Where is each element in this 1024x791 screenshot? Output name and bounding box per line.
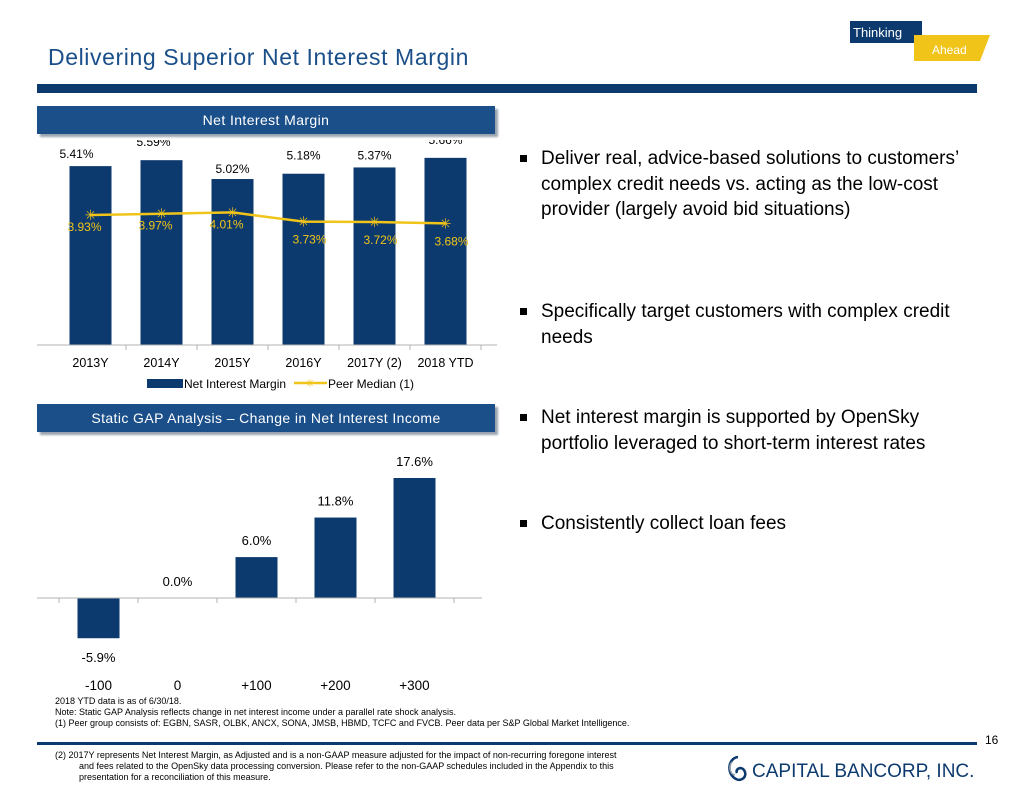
peer-median-marker: ✳: [85, 207, 97, 223]
footnote-2: (2) 2017Y represents Net Interest Margin…: [55, 750, 617, 783]
peer-median-marker: ✳: [298, 214, 310, 230]
bullet-square-icon: [520, 308, 527, 315]
capital-swirl-icon: [728, 755, 747, 782]
gap-bar-label: 11.8%: [318, 494, 354, 509]
gap-bar-label: -5.9%: [82, 650, 116, 665]
logo-word-thinking: Thinking: [853, 25, 902, 40]
nim-category-label: 2017Y (2): [347, 356, 402, 370]
gap-panel-header: Static GAP Analysis – Change in Net Inte…: [37, 404, 495, 432]
nim-bar: [424, 157, 467, 345]
peer-median-label: 3.93%: [67, 220, 101, 234]
nim-bar: [282, 173, 325, 345]
legend-swatch-nim: [147, 379, 183, 388]
logo-word-ahead: Ahead: [932, 43, 967, 57]
footer-rule: [37, 742, 977, 745]
nim-bar-label: 5.41%: [59, 147, 93, 161]
bullet-square-icon: [520, 520, 527, 527]
nim-category-label: 2014Y: [143, 356, 180, 370]
nim-category-label: 2016Y: [285, 356, 322, 370]
peer-median-marker: ✳: [227, 204, 239, 220]
footnote-1: (1) Peer group consists of: EGBN, SASR, …: [55, 718, 630, 729]
header-rule: [37, 84, 977, 93]
footnote-note: Note: Static GAP Analysis reflects chang…: [55, 707, 457, 718]
footnotes: 2018 YTD data is as of 6/30/18. Note: St…: [55, 696, 745, 730]
legend-label-peer: Peer Median (1): [328, 377, 414, 391]
gap-bar: [77, 598, 120, 639]
nim-category-label: 2015Y: [214, 356, 251, 370]
nim-panel-header: Net Interest Margin: [37, 106, 495, 134]
gap-bar: [393, 478, 436, 598]
peer-median-label: 3.73%: [292, 233, 326, 247]
thinking-ahead-logo: Thinking Ahead: [850, 21, 990, 61]
nim-category-label: 2018 YTD: [417, 356, 473, 370]
nim-bar-label: 5.02%: [215, 162, 249, 176]
nim-bar: [353, 167, 396, 345]
gap-bar: [314, 517, 357, 598]
peer-median-marker: ✳: [369, 214, 381, 230]
bullet-4: Consistently collect loan fees: [520, 511, 970, 537]
gap-category-label: -100: [85, 678, 112, 693]
legend-label-nim: Net Interest Margin: [184, 377, 286, 391]
bullet-3: Net interest margin is supported by Open…: [520, 405, 970, 456]
nim-bar-label: 5.66%: [428, 140, 462, 147]
peer-median-label: 4.01%: [209, 217, 243, 231]
peer-median-line: [90, 211, 446, 225]
nim-legend: Net Interest Margin ✳ Peer Median (1): [147, 377, 414, 391]
bullet-square-icon: [520, 155, 527, 162]
nim-bar: [211, 179, 254, 345]
bullet-square-icon: [520, 414, 527, 421]
gap-category-label: 0: [174, 678, 182, 693]
nim-chart: 5.41% 5.59% 5.02% 5.18% 5.37% 5.66% ✳ ✳ ✳ ✳ ✳ ✳ 3.…: [37, 140, 497, 391]
bullet-2: Specifically target customers with compl…: [520, 299, 970, 350]
page-number: 16: [985, 733, 999, 747]
nim-bar-label: 5.59%: [136, 140, 170, 149]
gap-bar-label: 0.0%: [163, 574, 193, 589]
peer-median-marker: ✳: [156, 206, 168, 222]
company-name: CAPITAL BANCORP, INC.: [752, 761, 974, 782]
gap-category-label: +300: [399, 678, 429, 693]
gap-bar-label: 6.0%: [242, 533, 272, 548]
nim-bar-label: 5.37%: [357, 148, 391, 162]
page-title: Delivering Superior Net Interest Margin: [48, 44, 469, 70]
legend-marker-peer: ✳: [305, 378, 314, 390]
nim-category-label: 2013Y: [72, 356, 109, 370]
gap-chart: -5.9% 0.0% 6.0% 11.8% 17.6% -100 0 +100 +200 +30…: [37, 454, 482, 693]
footnote-ytd: 2018 YTD data is as of 6/30/18.: [55, 696, 182, 706]
peer-median-marker: ✳: [440, 215, 452, 231]
gap-category-label: +200: [320, 678, 350, 693]
peer-median-label: 3.97%: [138, 219, 172, 233]
nim-bar: [69, 166, 112, 345]
peer-median-label: 3.72%: [363, 233, 397, 247]
nim-bar-label: 5.18%: [286, 149, 320, 163]
bullet-1: Deliver real, advice-based solutions to …: [520, 146, 970, 223]
gap-category-label: +100: [241, 678, 271, 693]
gap-bar: [235, 557, 278, 598]
gap-bar-label: 17.6%: [396, 454, 433, 469]
nim-bar: [140, 160, 183, 345]
capital-bancorp-logo: CAPITAL BANCORP, INC.: [728, 755, 974, 782]
peer-median-label: 3.68%: [434, 234, 468, 248]
